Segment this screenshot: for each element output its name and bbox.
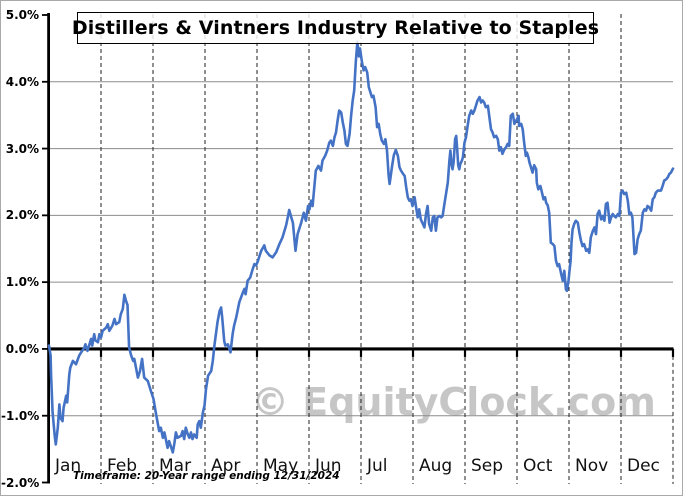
y-axis-label: 3.0% xyxy=(5,141,39,156)
x-axis-label-oct: Oct xyxy=(523,456,553,476)
y-axis-label: 1.0% xyxy=(5,275,39,290)
x-axis-label-may: May xyxy=(263,456,299,476)
y-axis-label: 0.0% xyxy=(5,341,39,356)
equityclock-watermark: © EquityClock.com xyxy=(251,380,656,424)
x-axis-label-jun: Jun xyxy=(315,456,342,476)
x-axis-label-feb: Feb xyxy=(107,456,138,476)
chart-title-box: Distillers & Vintners Industry Relative … xyxy=(72,12,599,44)
x-axis-label-jan: Jan xyxy=(55,456,82,476)
chart-title: Distillers & Vintners Industry Relative … xyxy=(71,17,600,39)
x-axis-label-mar: Mar xyxy=(159,456,192,476)
x-axis-label-apr: Apr xyxy=(211,456,241,476)
y-axis-label: -1.0% xyxy=(1,408,40,423)
x-axis-label-sep: Sep xyxy=(471,456,504,476)
series-line xyxy=(47,40,675,454)
x-axis-label-jul: Jul xyxy=(367,456,388,476)
x-axis-label-aug: Aug xyxy=(419,456,453,476)
y-axis-label: 4.0% xyxy=(5,74,39,89)
x-axis-label-dec: Dec xyxy=(627,456,660,476)
timeframe-note: Timeframe: 20-Year range ending 12/31/20… xyxy=(73,470,340,482)
y-axis-label: -2.0% xyxy=(1,475,40,490)
x-axis-label-nov: Nov xyxy=(575,456,609,476)
y-axis-label: 2.0% xyxy=(5,208,39,223)
y-axis-label: 5.0% xyxy=(5,8,39,22)
